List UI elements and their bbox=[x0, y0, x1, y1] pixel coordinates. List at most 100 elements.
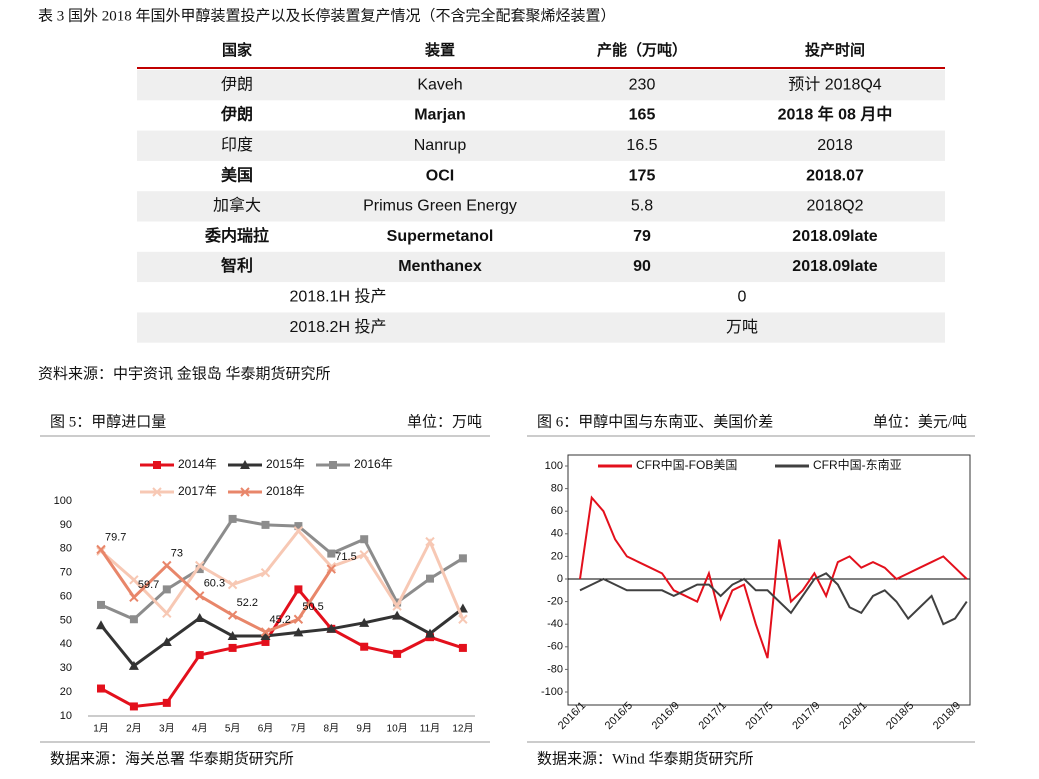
table-cell: 智利 bbox=[221, 256, 253, 275]
table-cell: Supermetanol bbox=[387, 228, 494, 245]
point bbox=[458, 614, 468, 624]
point bbox=[458, 554, 467, 563]
x-tick-label: 7月 bbox=[291, 723, 307, 735]
y-tick-label: -20 bbox=[547, 596, 563, 608]
data-label: 52.2 bbox=[237, 597, 258, 609]
point bbox=[426, 574, 434, 583]
row-bg bbox=[137, 130, 945, 161]
legend-label: 2016年 bbox=[354, 457, 393, 471]
point bbox=[128, 660, 139, 670]
summary-label: 2018.1H 投产 bbox=[290, 287, 387, 305]
series-line bbox=[99, 548, 333, 634]
row-bg bbox=[137, 312, 945, 343]
point bbox=[97, 600, 105, 609]
row-bg bbox=[137, 191, 945, 222]
x-tick-label: 1月 bbox=[93, 723, 109, 735]
table-cell: 伊朗 bbox=[221, 75, 253, 93]
point bbox=[194, 591, 205, 601]
point bbox=[458, 643, 467, 652]
point bbox=[327, 549, 336, 558]
legend-label: 2017年 bbox=[178, 484, 217, 498]
point bbox=[392, 601, 402, 611]
point bbox=[260, 630, 271, 640]
series-line bbox=[100, 586, 464, 708]
table-cell: 2018Q2 bbox=[807, 198, 864, 215]
y-tick-label: 90 bbox=[60, 519, 72, 531]
point bbox=[294, 585, 303, 594]
point bbox=[294, 522, 303, 531]
data-label: 45.2 bbox=[270, 614, 291, 626]
panel-unit: 单位：万吨 bbox=[407, 413, 482, 430]
table-cell: Primus Green Energy bbox=[363, 198, 517, 215]
point bbox=[195, 651, 204, 660]
table-cell: 伊朗 bbox=[220, 105, 253, 124]
table-cell: 175 bbox=[629, 167, 656, 184]
point bbox=[162, 698, 171, 707]
table-cell: Nanrup bbox=[414, 137, 467, 154]
y-tick-label: 10 bbox=[60, 710, 72, 722]
point bbox=[228, 643, 237, 652]
y-tick-label: 70 bbox=[60, 567, 72, 579]
row-bg bbox=[137, 70, 945, 101]
data-label: 59.7 bbox=[138, 579, 159, 591]
legend-label: 2014年 bbox=[178, 457, 217, 471]
summary-label: 2018.2H 投产 bbox=[290, 318, 387, 336]
legend-marker bbox=[240, 487, 250, 497]
y-tick-label: 100 bbox=[545, 460, 563, 472]
data-label: 73 bbox=[171, 547, 183, 559]
y-tick-label: 50 bbox=[60, 614, 72, 626]
data-label: 60.3 bbox=[204, 578, 225, 590]
point bbox=[326, 623, 337, 633]
point bbox=[162, 585, 171, 594]
point bbox=[260, 567, 271, 578]
table-cell: 165 bbox=[629, 107, 656, 124]
y-tick-label: 80 bbox=[551, 483, 563, 495]
point bbox=[393, 649, 402, 658]
point bbox=[227, 579, 238, 590]
point bbox=[293, 627, 304, 637]
series-line bbox=[100, 517, 464, 622]
data-label: 71.5 bbox=[335, 551, 356, 563]
table-cell: 预计 2018Q4 bbox=[788, 75, 881, 93]
y-tick-label: 40 bbox=[60, 638, 72, 650]
legend-marker bbox=[153, 461, 161, 469]
x-tick-label: 5月 bbox=[225, 723, 241, 735]
x-tick-label: 4月 bbox=[192, 723, 208, 735]
point bbox=[162, 560, 172, 571]
series-line bbox=[579, 572, 968, 626]
table-cell: 79 bbox=[633, 228, 651, 245]
y-tick-label: 60 bbox=[551, 505, 563, 517]
y-tick-label: 40 bbox=[551, 528, 563, 540]
x-tick-label: 3月 bbox=[159, 723, 175, 735]
legend-label: 2015年 bbox=[266, 457, 305, 471]
table-cell: 2018 bbox=[817, 137, 853, 154]
point bbox=[261, 637, 270, 646]
table-cell: 委内瑞拉 bbox=[204, 226, 269, 245]
legend-label: CFR中国-东南亚 bbox=[813, 457, 902, 472]
x-tick-label: 10月 bbox=[387, 723, 408, 735]
table-cell: 2018.09late bbox=[792, 258, 878, 275]
table-header: 装置 bbox=[424, 41, 455, 59]
point bbox=[162, 608, 172, 618]
panel-title: 图 5：甲醇进口量 bbox=[50, 413, 166, 430]
point bbox=[194, 560, 205, 571]
table-header: 投产时间 bbox=[805, 41, 865, 59]
point bbox=[129, 702, 138, 711]
legend-marker bbox=[329, 461, 337, 469]
table-cell: 2018.07 bbox=[806, 167, 864, 184]
point bbox=[96, 620, 106, 630]
point bbox=[393, 598, 402, 607]
table-header: 国家 bbox=[222, 41, 252, 59]
table-cell: 印度 bbox=[221, 136, 253, 154]
panel-title: 图 6：甲醇中国与东南亚、美国价差 bbox=[537, 413, 773, 430]
row-bg bbox=[137, 251, 945, 283]
summary-value: 0 bbox=[738, 288, 747, 305]
table-header: 产能（万吨） bbox=[597, 41, 687, 59]
y-tick-label: -60 bbox=[547, 641, 563, 653]
plot-frame bbox=[567, 454, 971, 706]
point bbox=[392, 610, 403, 620]
x-tick-label: 9月 bbox=[356, 723, 372, 735]
point bbox=[194, 613, 205, 623]
table-cell: 2018.09late bbox=[792, 228, 878, 245]
